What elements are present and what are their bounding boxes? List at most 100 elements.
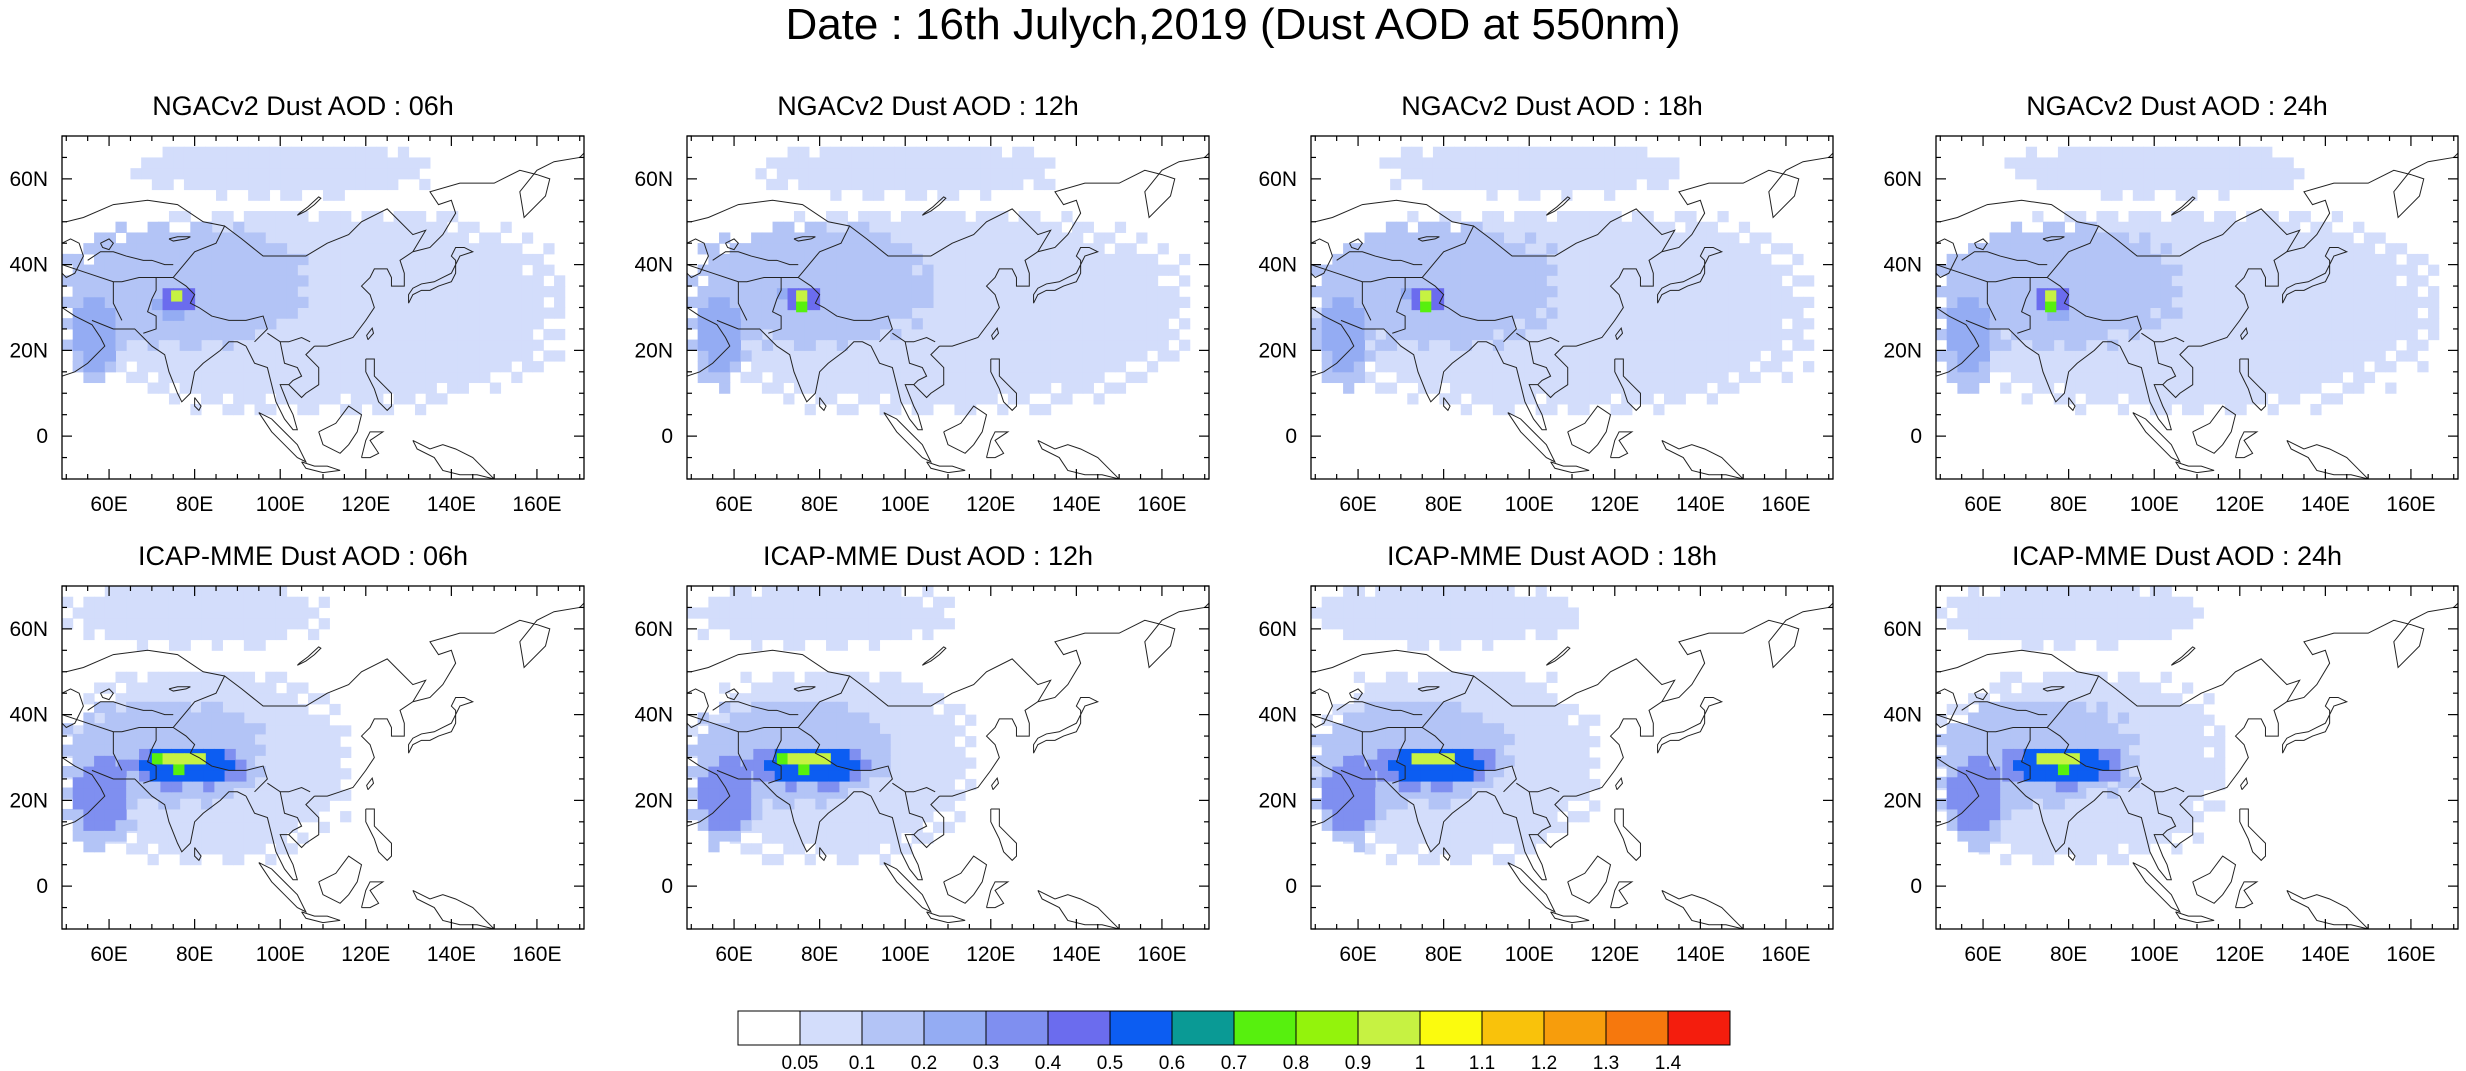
dust-cell: [1557, 221, 1569, 233]
dust-cell: [2064, 275, 2076, 287]
dust-cell: [286, 275, 298, 287]
dust-cell: [2068, 157, 2080, 169]
dust-cell: [286, 361, 298, 373]
dust-cell: [1465, 146, 1477, 158]
dust-cell: [2000, 275, 2012, 287]
dust-cell: [1503, 382, 1515, 394]
dust-cell: [393, 382, 405, 394]
dust-cell: [1578, 211, 1590, 223]
dust-cell: [761, 243, 774, 255]
dust-cell: [783, 232, 795, 244]
dust-cell: [1706, 221, 1718, 233]
dust-cell: [1420, 290, 1432, 302]
dust-cell: [2417, 275, 2429, 287]
dust-cell: [1465, 157, 1477, 169]
dust-cell: [740, 243, 752, 255]
dust-cell: [1770, 264, 1783, 276]
dust-cell: [986, 307, 998, 319]
dust-cell: [793, 275, 806, 287]
dust-cell: [933, 393, 945, 405]
dust-cell: [1039, 275, 1052, 287]
country-border: [1311, 264, 1423, 283]
dust-cell: [1396, 318, 1408, 330]
dust-cell: [2321, 221, 2333, 233]
dust-cell: [772, 339, 784, 351]
dust-cell: [1061, 286, 1073, 298]
dust-cell: [83, 350, 95, 362]
dust-cell: [2239, 146, 2251, 158]
dust-cell: [1417, 318, 1430, 330]
dust-cell: [179, 682, 191, 694]
dust-cell: [997, 328, 1009, 341]
dust-cell: [740, 339, 752, 351]
dust-cell: [2042, 361, 2055, 373]
dust-cell: [1610, 382, 1622, 394]
dust-cell: [1989, 307, 2001, 319]
dust-cell: [397, 157, 410, 169]
dust-cell: [900, 221, 913, 233]
dust-cell: [2256, 275, 2269, 287]
dust-cell: [500, 243, 512, 255]
dust-cell: [879, 275, 891, 287]
dust-cell: [761, 328, 774, 341]
dust-cell: [190, 275, 202, 287]
dust-cell: [83, 693, 95, 705]
dust-cell: [2235, 221, 2247, 233]
dust-cell: [2107, 232, 2119, 244]
dust-cell: [318, 350, 330, 362]
dust-cell: [275, 232, 288, 244]
dust-cell: [841, 157, 853, 169]
dust-cell: [926, 178, 938, 191]
dust-cell: [340, 382, 352, 394]
dust-cell: [1599, 393, 1612, 405]
dust-cell: [2036, 157, 2048, 169]
dust-cell: [1663, 328, 1676, 341]
coastline: [1311, 307, 1355, 377]
dust-cell: [937, 146, 949, 158]
dust-cell: [297, 296, 309, 308]
dust-cell: [922, 371, 934, 384]
dust-cell: [323, 178, 335, 191]
dust-cell: [1018, 318, 1030, 330]
dust-cell: [1125, 264, 1137, 276]
dust-cell: [1589, 253, 1601, 266]
dust-cell: [1653, 243, 1665, 255]
dust-cell: [965, 318, 977, 330]
dust-cell: [1803, 318, 1815, 330]
dust-cell: [2107, 328, 2119, 341]
dust-cell: [2075, 350, 2087, 362]
dust-cell: [340, 264, 352, 276]
dust-cell: [1114, 350, 1127, 362]
dust-cell: [1621, 221, 1633, 233]
country-border: [112, 281, 123, 321]
dust-cell: [1589, 339, 1601, 351]
dust-cell: [511, 328, 523, 341]
dust-cell: [890, 275, 902, 287]
coastline: [986, 431, 1010, 459]
dust-cell: [1417, 253, 1430, 266]
dust-cell: [826, 350, 838, 362]
dust-cell: [254, 371, 266, 384]
dust-cell: [2310, 253, 2322, 266]
dust-cell: [1599, 286, 1612, 298]
dust-cell: [297, 221, 309, 233]
dust-cell: [222, 264, 234, 276]
dust-cell: [2282, 157, 2294, 169]
dust-cell: [958, 178, 970, 191]
dust-cell: [216, 157, 228, 169]
dust-cell: [425, 275, 437, 287]
dust-cell: [2224, 382, 2237, 394]
dust-cell: [1029, 264, 1041, 276]
dust-cell: [2428, 328, 2440, 341]
coastline: [1610, 431, 1634, 459]
dust-cell: [783, 393, 795, 405]
dust-cell: [376, 146, 388, 158]
dust-cell: [1674, 275, 1686, 287]
dust-cell: [965, 371, 977, 384]
dust-cell: [2342, 253, 2354, 266]
dust-cell: [201, 221, 213, 233]
dust-cell: [1503, 328, 1515, 341]
country-border: [143, 277, 157, 334]
dust-cell: [168, 232, 181, 244]
dust-cell: [2299, 361, 2311, 373]
